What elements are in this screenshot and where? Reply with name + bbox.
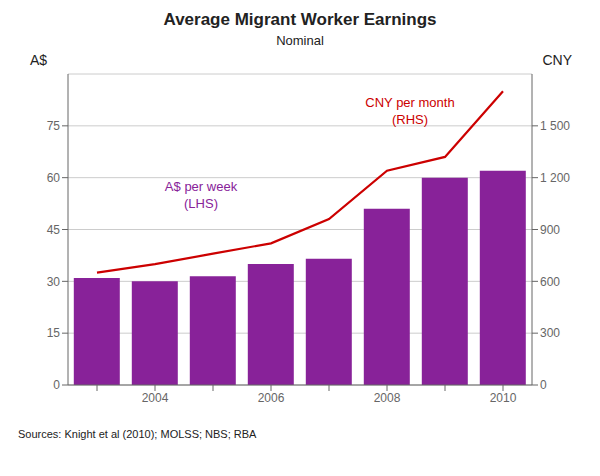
svg-text:300: 300 — [540, 326, 560, 340]
svg-text:2006: 2006 — [258, 391, 285, 405]
svg-text:2008: 2008 — [374, 391, 401, 405]
svg-text:1 500: 1 500 — [540, 119, 570, 133]
svg-text:0: 0 — [53, 378, 60, 392]
svg-text:75: 75 — [47, 119, 61, 133]
svg-text:45: 45 — [47, 223, 61, 237]
svg-text:0: 0 — [540, 378, 547, 392]
html-text:Nominal: Nominal — [276, 33, 324, 48]
svg-text:15: 15 — [47, 326, 61, 340]
html-text:A$ per week: A$ per week — [164, 179, 238, 194]
html-text:CNY per month: CNY per month — [365, 95, 455, 110]
svg-text:1 200: 1 200 — [540, 171, 570, 185]
html-text:A$: A$ — [30, 52, 48, 68]
svg-text:600: 600 — [540, 275, 560, 289]
html-text:(RHS): (RHS) — [391, 112, 429, 127]
svg-text:30: 30 — [47, 275, 61, 289]
svg-text:2010: 2010 — [490, 391, 517, 405]
svg-text:60: 60 — [47, 171, 61, 185]
html-text:CNY: CNY — [542, 52, 572, 68]
html-text:(LHS): (LHS) — [184, 196, 218, 211]
html-text:Average Migrant Worker Earning: Average Migrant Worker Earnings — [163, 10, 437, 29]
svg-text:900: 900 — [540, 223, 560, 237]
html-text:Sources: Knight et al (2010);: Sources: Knight et al (2010); MOLSS; NBS… — [18, 428, 257, 440]
svg-text:2004: 2004 — [142, 391, 169, 405]
